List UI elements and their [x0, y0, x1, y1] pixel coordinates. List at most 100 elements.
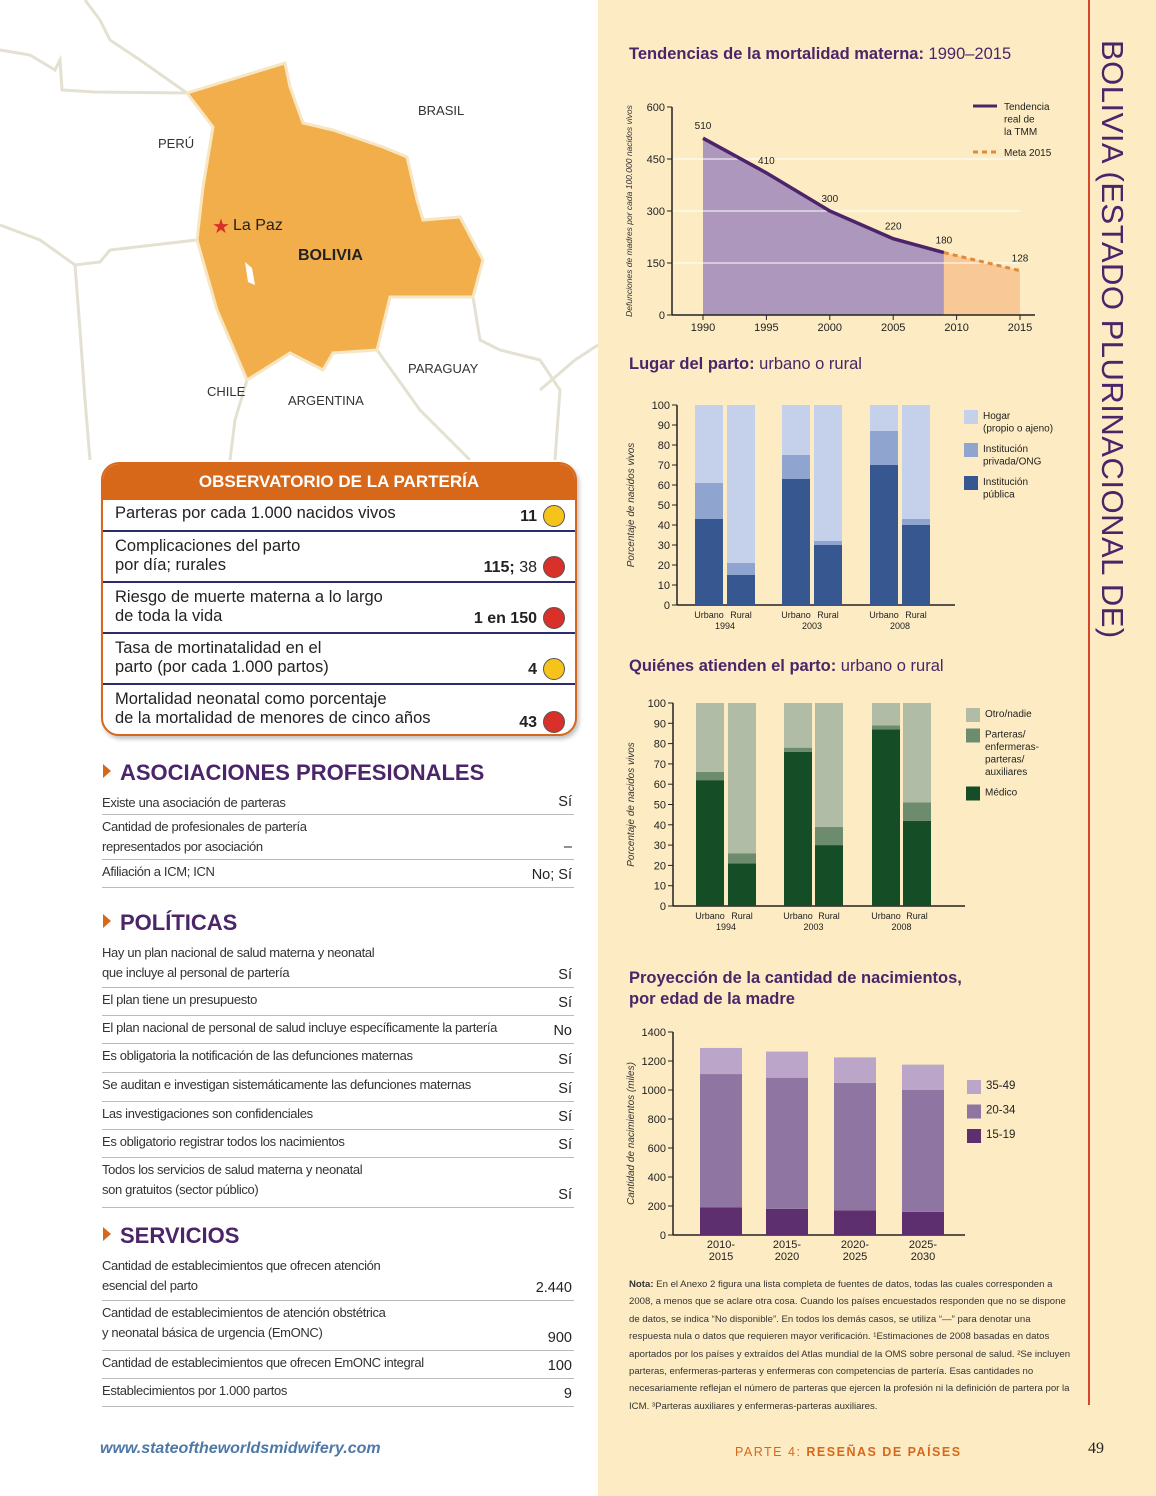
row-label: Cantidad de profesionales de partería re…: [102, 819, 307, 854]
bar-segment: [902, 525, 930, 605]
table-row: Es obligatoria la notificación de las de…: [102, 1044, 574, 1073]
status-dot-icon: [543, 711, 565, 733]
country-map: BRASIL PERÚ ★ La Paz BOLIVIA PARAGUAY CH…: [0, 0, 598, 460]
data-label: 300: [821, 194, 838, 205]
bar-segment: [700, 1207, 742, 1235]
row-label: Cantidad de establecimientos que ofrecen…: [102, 1355, 424, 1370]
bar-segment: [727, 575, 755, 605]
page-number: 49: [1088, 1440, 1104, 1457]
table-row: Existe una asociación de parteras Sí: [102, 791, 574, 815]
website-link[interactable]: www.stateoftheworldsmidwifery.com: [100, 1440, 381, 1457]
x-category-label: 2015-2020: [773, 1239, 801, 1263]
data-label: 128: [1012, 254, 1029, 265]
bar-segment: [872, 725, 900, 730]
bar-segment: [695, 519, 723, 605]
bar-segment: [902, 1064, 944, 1090]
bar-segment: [728, 703, 756, 854]
x-category-label: Rural: [817, 610, 839, 620]
data-label: 180: [936, 236, 953, 247]
y-axis-label: Porcentaje de nacidos vivos: [626, 443, 637, 568]
y-tick-label: 450: [647, 154, 665, 166]
legend-swatch: [967, 1104, 981, 1119]
y-tick-label: 100: [652, 400, 670, 412]
bar-segment: [700, 1047, 742, 1075]
legend-label: Institución privada/ONG: [983, 444, 1042, 468]
legend-label: 20-34: [986, 1105, 1016, 1117]
indicator-value: 4: [528, 661, 537, 678]
legend-label: Hogar (propio o ajeno): [983, 411, 1053, 435]
row-value: 2.440: [535, 1280, 572, 1296]
y-tick-label: 1400: [642, 1027, 666, 1039]
bar-segment: [902, 519, 930, 525]
row-value: Sí: [558, 794, 572, 810]
x-category-label: Urbano: [869, 610, 899, 620]
table-row: Todos los servicios de salud materna y n…: [102, 1158, 574, 1208]
observatorio-title: OBSERVATORIO DE LA PARTERÍA: [103, 464, 575, 500]
legend-label: Institución pública: [983, 477, 1028, 501]
status-dot-icon: [543, 505, 565, 527]
bar-segment: [814, 405, 842, 541]
table-row: Cantidad de establecimientos de atención…: [102, 1301, 574, 1351]
table-row: Las investigaciones son confidenciales Sí: [102, 1102, 574, 1130]
y-tick-label: 0: [660, 1230, 666, 1242]
x-group-label: 2008: [891, 922, 911, 932]
bar-segment: [784, 747, 812, 752]
y-tick-label: 30: [654, 840, 666, 852]
bar-segment: [903, 802, 931, 821]
y-tick-label: 100: [648, 698, 666, 710]
legend-swatch: [967, 1129, 981, 1143]
section-heading-text: POLÍTICAS: [120, 910, 238, 935]
bar-segment: [872, 729, 900, 906]
bar-segment: [872, 703, 900, 726]
indicator-row: Complicaciones del parto por día; rurale…: [103, 532, 575, 583]
x-tick-label: 1995: [754, 322, 778, 334]
table-row: Es obligatorio registrar todos los nacim…: [102, 1130, 574, 1158]
indicator-value: 1 en 150: [473, 610, 537, 627]
bar-segment: [834, 1057, 876, 1083]
bar-segment: [696, 703, 724, 773]
row-value: Sí: [558, 1137, 572, 1153]
area-fill: [703, 138, 944, 315]
bar-segment: [814, 545, 842, 605]
bar-segment: [902, 1090, 944, 1212]
series-line: [943, 251, 1021, 273]
bar-segment: [870, 405, 898, 431]
bar-segment: [815, 703, 843, 827]
divider: [1088, 0, 1090, 1405]
indicator-row: Riesgo de muerte materna a lo largo de t…: [103, 583, 575, 634]
x-category-label: Urbano: [783, 911, 813, 921]
legend-label: 35-49: [986, 1080, 1015, 1092]
row-value: Sí: [558, 967, 572, 983]
status-dot-icon: [543, 658, 565, 680]
y-tick-label: 60: [658, 480, 670, 492]
map-label-country: BOLIVIA: [298, 247, 363, 264]
map-label-chile: CHILE: [207, 384, 246, 399]
row-value: No; Sí: [531, 867, 572, 883]
table-row: Hay un plan nacional de salud materna y …: [102, 941, 574, 988]
x-tick-label: 2015: [1008, 322, 1032, 334]
y-tick-label: 400: [648, 1172, 666, 1184]
y-tick-label: 70: [658, 460, 670, 472]
bar-segment: [782, 405, 810, 455]
x-category-label: Urbano: [871, 911, 901, 921]
y-axis-label: Defunciones de madres por cada 100.000 n…: [624, 104, 634, 316]
star-icon: ★: [212, 216, 230, 238]
y-tick-label: 60: [654, 779, 666, 791]
row-value: Sí: [558, 1081, 572, 1097]
y-tick-label: 10: [654, 881, 666, 893]
y-axis-label: Porcentaje de nacidos vivos: [626, 742, 637, 867]
section-heading-asociaciones: ASOCIACIONES PROFESIONALES: [103, 760, 484, 786]
row-label: Existe una asociación de parteras: [102, 795, 286, 810]
row-value: 900: [547, 1330, 572, 1346]
x-category-label: 2025-2030: [909, 1239, 937, 1263]
legend-swatch: [964, 443, 978, 457]
legend-swatch: [966, 786, 980, 801]
y-tick-label: 600: [647, 102, 665, 114]
y-tick-label: 300: [647, 206, 665, 218]
x-category-label: Rural: [906, 911, 928, 921]
x-tick-label: 2010: [944, 322, 968, 334]
y-tick-label: 1200: [642, 1056, 666, 1068]
legend-label: Parteras/enfermeras-parteras/auxiliares: [985, 730, 1039, 779]
bar-segment: [696, 780, 724, 906]
triangle-icon: [103, 914, 111, 928]
